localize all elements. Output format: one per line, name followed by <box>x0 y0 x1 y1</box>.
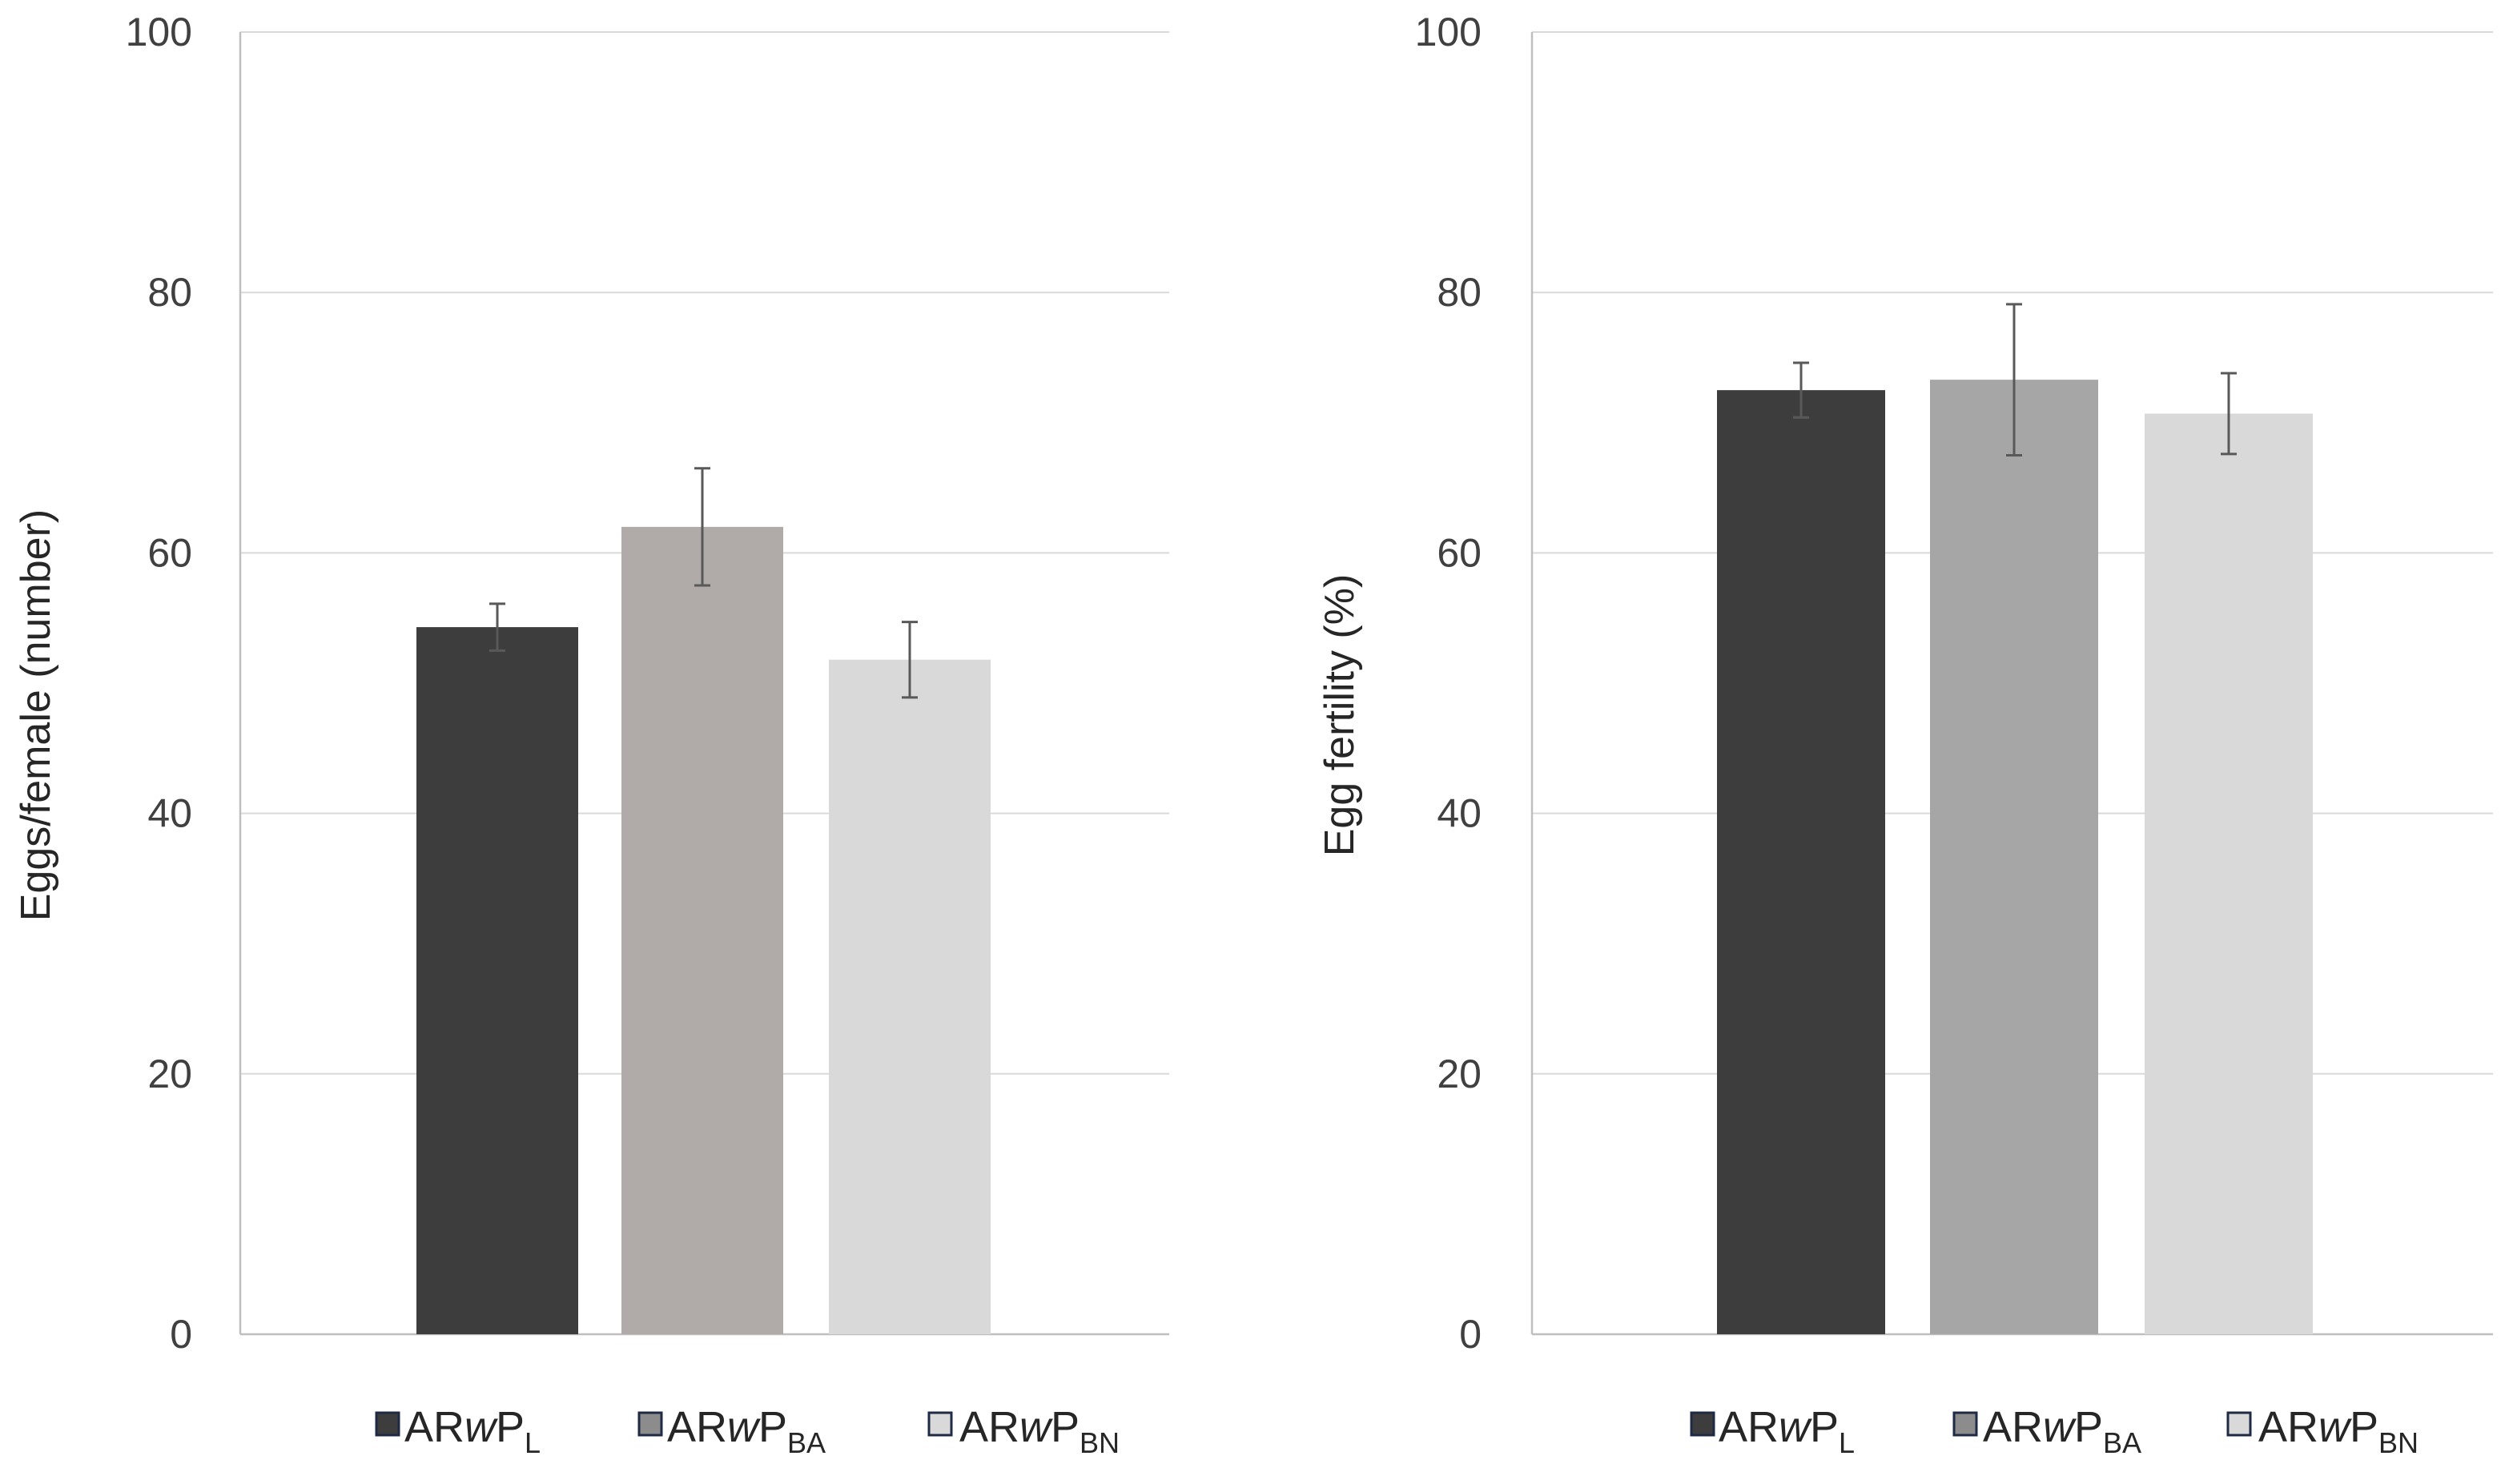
legend-item-ARwPBN: ARwPBN <box>2226 1403 2419 1459</box>
y-tick-label: 20 <box>147 1052 192 1096</box>
y-axis-label: Eggs/female (number) <box>13 509 59 921</box>
y-tick-label: 0 <box>1459 1312 1482 1357</box>
bar-ARwPBN <box>829 659 991 1334</box>
error-bar-ARwPBA <box>694 467 710 587</box>
legend-item-ARwPBN: ARwPBN <box>927 1403 1120 1459</box>
legend-swatch <box>927 1411 953 1437</box>
legend-item-ARwPBA: ARwPBA <box>1952 1403 2141 1459</box>
bar-ARwPBA <box>1930 380 2098 1335</box>
bar-ARwPBN <box>2145 413 2313 1335</box>
legend-label: ARwPBN <box>959 1403 1120 1459</box>
y-tick-label: 40 <box>1437 791 1482 836</box>
error-bar-ARwPBN <box>902 621 918 699</box>
legend-item-ARwPL: ARwPL <box>375 1403 541 1459</box>
y-axis-label: Egg fertility (%) <box>1317 574 1363 857</box>
y-tick-label: 60 <box>1437 530 1482 575</box>
legend-item-ARwPBA: ARwPBA <box>637 1403 826 1459</box>
legend-swatch <box>1690 1411 1715 1437</box>
legend-label: ARwPL <box>404 1403 541 1459</box>
y-tick-label: 100 <box>1415 10 1482 54</box>
y-tick-label: 100 <box>126 10 192 54</box>
bar-ARwPL <box>416 627 578 1334</box>
bar-ARwPL <box>1717 390 1885 1334</box>
legend-label: ARwPBA <box>1983 1403 2141 1459</box>
error-bar-ARwPBA <box>2006 303 2022 456</box>
y-tick-label: 60 <box>147 530 192 575</box>
legend-swatch <box>2226 1411 2252 1437</box>
y-tick-label: 80 <box>1437 270 1482 315</box>
error-bar-ARwPL <box>489 602 505 652</box>
bar-ARwPBA <box>621 526 783 1334</box>
legend-label: ARwPBA <box>667 1403 826 1459</box>
legend-swatch <box>637 1411 663 1437</box>
error-bar-ARwPBN <box>2221 372 2237 456</box>
legend-item-ARwPL: ARwPL <box>1690 1403 1855 1459</box>
legend-swatch <box>1952 1411 1978 1437</box>
right-chart-egg-fertility: 0 20 40 60 80 100 Egg fertility (%) ARwPL ARwPBA… <box>1317 10 2493 1459</box>
legend-label: ARwPBN <box>2258 1403 2419 1459</box>
y-tick-label: 20 <box>1437 1052 1482 1096</box>
legend-label: ARwPL <box>1719 1403 1855 1459</box>
y-tick-label: 0 <box>170 1312 192 1357</box>
y-tick-label: 80 <box>147 270 192 315</box>
legend-swatch <box>375 1411 400 1437</box>
y-tick-label: 40 <box>147 791 192 836</box>
left-chart-eggs-per-female: 0 20 40 60 80 100 Eggs/female (number) ARwPL ARw… <box>13 10 1169 1459</box>
error-bar-ARwPL <box>1793 361 1809 419</box>
